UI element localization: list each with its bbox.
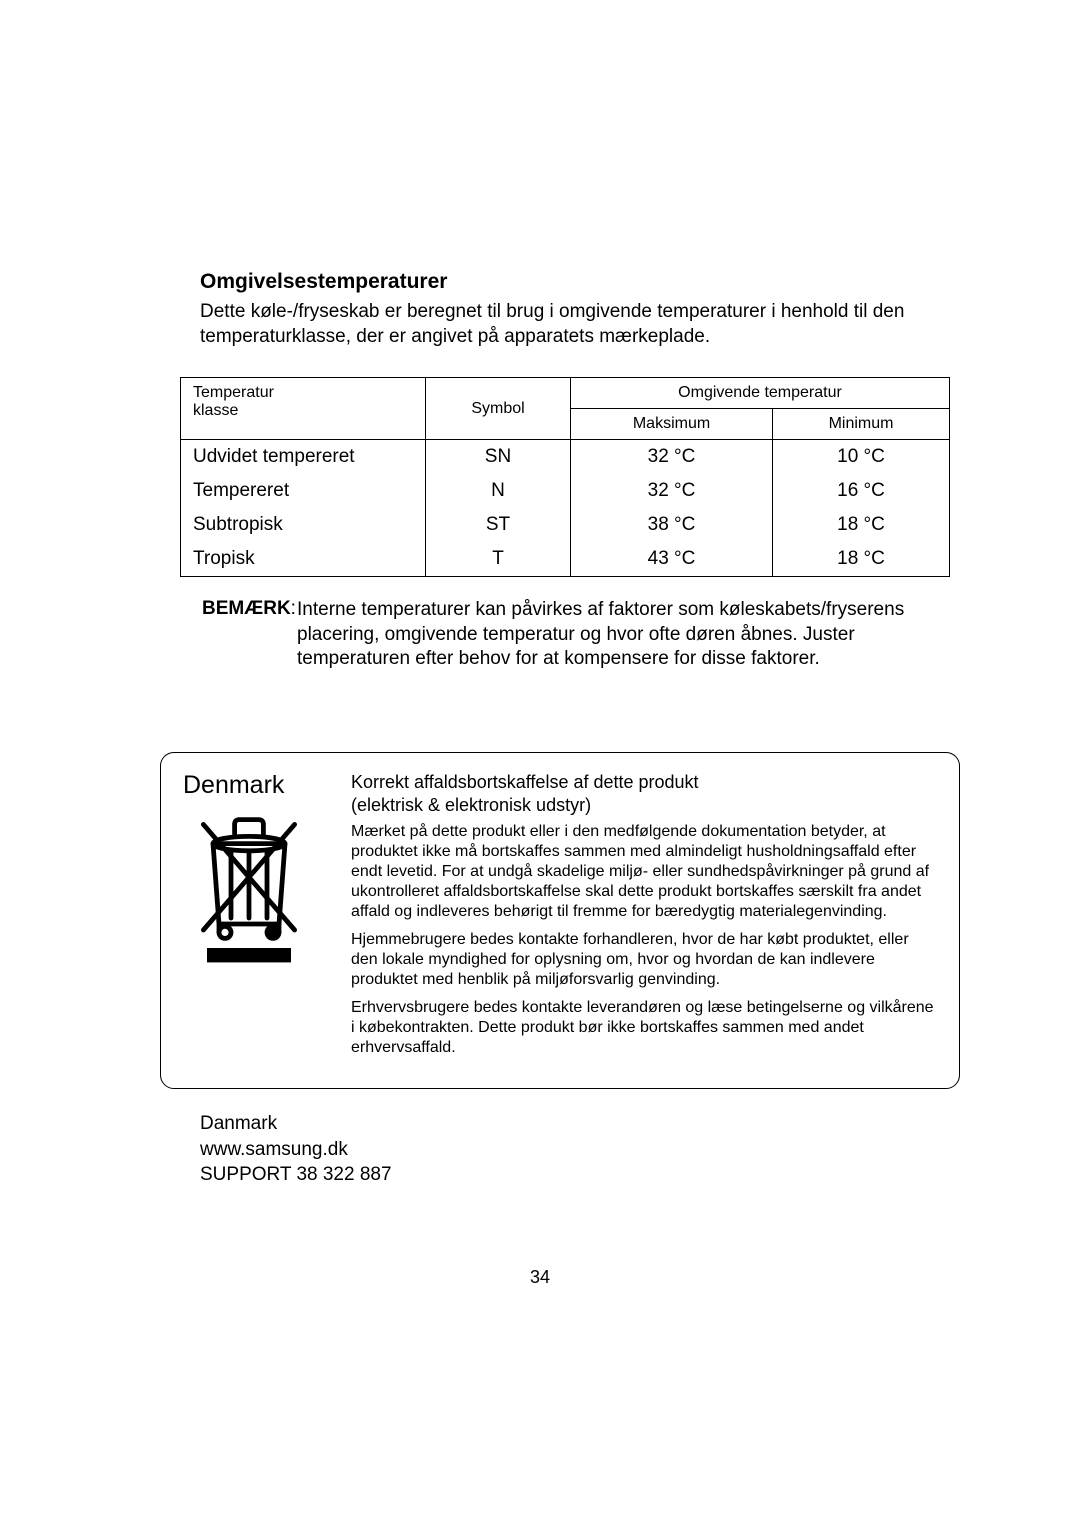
header-min: Minimum xyxy=(773,409,949,440)
section-heading: Omgivelsestemperaturer xyxy=(200,270,950,294)
weee-title-line1: Korrekt affaldsbortskaffelse af dette pr… xyxy=(351,772,699,792)
note-text: Interne temperaturer kan påvirkes af fak… xyxy=(202,598,950,672)
note-block: BEMÆRK: Interne temperaturer kan påvirke… xyxy=(202,597,950,672)
weee-paragraph-2: Hjemmebrugere bedes kontakte forhandlere… xyxy=(351,930,937,990)
header-symbol: Symbol xyxy=(426,378,571,440)
cell-class: Udvidet tempereret xyxy=(181,440,426,475)
cell-symbol: SN xyxy=(426,440,571,475)
weee-left-col: Denmark xyxy=(183,771,333,1066)
weee-bin-icon xyxy=(189,810,309,966)
support-block: Danmark www.samsung.dk SUPPORT 38 322 88… xyxy=(200,1111,950,1188)
cell-symbol: T xyxy=(426,542,571,576)
cell-symbol: ST xyxy=(426,508,571,542)
cell-min: 18 °C xyxy=(773,542,949,576)
weee-title-line2: (elektrisk & elektronisk udstyr) xyxy=(351,795,591,815)
header-temp-class-line2: klasse xyxy=(193,402,238,419)
page-number: 34 xyxy=(0,1267,1080,1288)
weee-country: Denmark xyxy=(183,771,333,800)
support-phone: SUPPORT 38 322 887 xyxy=(200,1162,950,1188)
weee-paragraph-1: Mærket på dette produkt eller i den medf… xyxy=(351,822,937,922)
cell-max: 43 °C xyxy=(571,542,773,576)
header-temp-class: Temperatur klasse xyxy=(181,378,426,440)
header-max: Maksimum xyxy=(571,409,773,440)
cell-class: Tropisk xyxy=(181,542,426,576)
weee-paragraph-3: Erhvervsbrugere bedes kontakte leverandø… xyxy=(351,998,937,1058)
cell-max: 38 °C xyxy=(571,508,773,542)
cell-min: 18 °C xyxy=(773,508,949,542)
table-row: Udvidet tempereret SN 32 °C 10 °C xyxy=(181,440,949,475)
cell-class: Tempereret xyxy=(181,474,426,508)
intro-paragraph: Dette køle-/fryseskab er beregnet til br… xyxy=(200,300,920,349)
table-row: Tropisk T 43 °C 18 °C xyxy=(181,542,949,576)
cell-min: 16 °C xyxy=(773,474,949,508)
table-row: Tempereret N 32 °C 16 °C xyxy=(181,474,949,508)
weee-text-col: Korrekt affaldsbortskaffelse af dette pr… xyxy=(351,771,937,1066)
cell-class: Subtropisk xyxy=(181,508,426,542)
header-temp-class-line1: Temperatur xyxy=(193,384,274,401)
weee-box: Denmark xyxy=(160,752,960,1089)
header-env-temp: Omgivende temperatur xyxy=(571,378,950,409)
support-url: www.samsung.dk xyxy=(200,1137,950,1163)
support-country: Danmark xyxy=(200,1111,950,1137)
cell-max: 32 °C xyxy=(571,474,773,508)
table-row: Subtropisk ST 38 °C 18 °C xyxy=(181,508,949,542)
note-label: BEMÆRK xyxy=(202,598,291,619)
page: Omgivelsestemperaturer Dette køle-/fryse… xyxy=(0,0,1080,1528)
temperature-table: Temperatur klasse Symbol Omgivende tempe… xyxy=(180,377,950,577)
cell-symbol: N xyxy=(426,474,571,508)
weee-title: Korrekt affaldsbortskaffelse af dette pr… xyxy=(351,771,937,816)
cell-min: 10 °C xyxy=(773,440,949,475)
cell-max: 32 °C xyxy=(571,440,773,475)
